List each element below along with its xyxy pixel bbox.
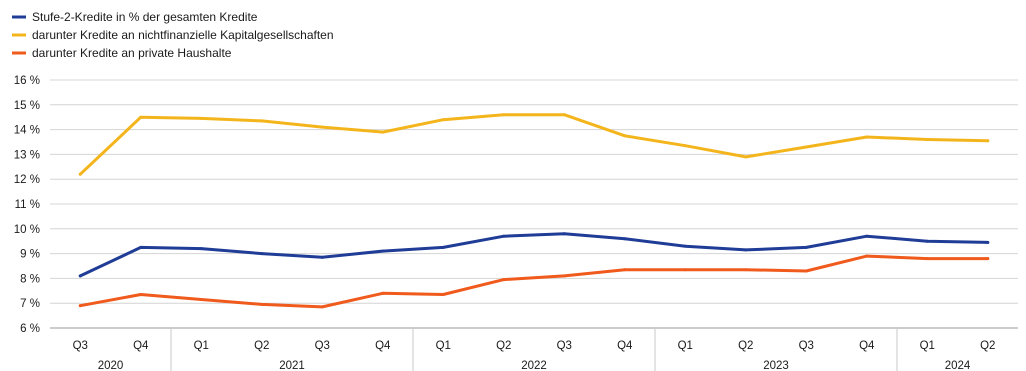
- data-point-series-2: [744, 155, 748, 159]
- data-point-series-1: [78, 274, 82, 278]
- data-point-series-3: [562, 274, 566, 278]
- data-point-series-2: [320, 125, 324, 129]
- data-point-series-1: [441, 245, 445, 249]
- data-point-series-2: [925, 138, 929, 142]
- legend-label-2: darunter Kredite an nichtfinanzielle Kap…: [32, 28, 334, 42]
- x-tick-label: Q1: [436, 340, 451, 352]
- data-point-series-1: [199, 247, 203, 251]
- data-point-series-3: [320, 305, 324, 309]
- data-point-series-3: [986, 257, 990, 261]
- data-point-series-3: [441, 293, 445, 297]
- data-point-series-3: [139, 293, 143, 297]
- data-point-series-3: [683, 268, 687, 272]
- data-point-series-2: [986, 139, 990, 143]
- data-point-series-3: [865, 254, 869, 258]
- data-point-series-2: [804, 145, 808, 149]
- x-tick-label: Q3: [73, 340, 88, 352]
- x-axis: Q3 Q4 Q1 Q2 Q3 Q4 Q1 Q2 Q3 Q4 Q1 Q2 Q3 Q4 Q1 Q2 2020 2021…: [73, 328, 995, 371]
- data-point-series-2: [139, 115, 143, 119]
- year-label: 2020: [98, 360, 124, 371]
- data-point-series-1: [804, 245, 808, 249]
- series-line-1: [78, 232, 990, 278]
- y-tick-label: 12 %: [14, 174, 40, 186]
- data-point-series-1: [623, 237, 627, 241]
- series-line-2: [78, 113, 990, 176]
- legend: Stufe-2-Kredite in % der gesamten Kredit…: [12, 10, 334, 60]
- x-tick-label: Q4: [617, 340, 633, 352]
- data-point-series-3: [925, 257, 929, 261]
- data-point-series-2: [381, 130, 385, 134]
- data-point-series-3: [260, 302, 264, 306]
- y-tick-label: 8 %: [20, 273, 40, 285]
- data-point-series-2: [502, 113, 506, 117]
- data-point-series-2: [441, 118, 445, 122]
- x-tick-label: Q1: [194, 340, 209, 352]
- data-point-series-2: [865, 135, 869, 139]
- x-tick-label: Q4: [375, 340, 391, 352]
- y-tick-label: 6 %: [20, 323, 40, 335]
- year-label: 2021: [279, 360, 305, 371]
- x-tick-label: Q4: [133, 340, 149, 352]
- series-lines: [78, 113, 990, 309]
- legend-label-1: Stufe-2-Kredite in % der gesamten Kredit…: [32, 10, 258, 24]
- data-point-series-2: [260, 119, 264, 123]
- y-axis: 6 % 7 % 8 % 9 % 10 % 11 % 12 % 13 % 14 % 15 % 16 %: [14, 75, 40, 335]
- year-label: 2024: [945, 360, 971, 371]
- data-point-series-3: [744, 268, 748, 272]
- y-tick-label: 9 %: [20, 249, 40, 261]
- x-tick-label: Q2: [496, 340, 511, 352]
- x-tick-label: Q3: [557, 340, 572, 352]
- year-label: 2023: [763, 360, 789, 371]
- data-point-series-1: [260, 252, 264, 256]
- data-point-series-2: [562, 113, 566, 117]
- x-tick-label: Q3: [799, 340, 814, 352]
- data-point-series-1: [744, 248, 748, 252]
- data-point-series-3: [199, 297, 203, 301]
- data-point-series-1: [925, 239, 929, 243]
- x-tick-label: Q4: [859, 340, 875, 352]
- data-point-series-3: [78, 304, 82, 308]
- data-point-series-1: [502, 234, 506, 238]
- data-point-series-1: [139, 245, 143, 249]
- year-label: 2022: [521, 360, 547, 371]
- x-tick-label: Q2: [254, 340, 269, 352]
- x-tick-label: Q1: [678, 340, 693, 352]
- x-tick-label: Q2: [738, 340, 753, 352]
- y-tick-label: 10 %: [14, 224, 40, 236]
- x-tick-label: Q2: [980, 340, 995, 352]
- data-point-series-1: [320, 255, 324, 259]
- data-point-series-1: [683, 244, 687, 248]
- data-point-series-2: [199, 116, 203, 120]
- series-line-3: [78, 254, 990, 309]
- data-point-series-3: [502, 278, 506, 282]
- data-point-series-3: [623, 268, 627, 272]
- data-point-series-2: [683, 144, 687, 148]
- data-point-series-1: [562, 232, 566, 236]
- data-point-series-1: [986, 240, 990, 244]
- data-point-series-1: [865, 234, 869, 238]
- y-tick-label: 7 %: [20, 298, 40, 310]
- y-tick-label: 14 %: [14, 125, 40, 137]
- x-tick-label: Q1: [920, 340, 935, 352]
- data-point-series-2: [78, 172, 82, 176]
- data-point-series-3: [804, 269, 808, 273]
- data-point-series-3: [381, 291, 385, 295]
- y-tick-label: 15 %: [14, 100, 40, 112]
- x-tick-label: Q3: [315, 340, 330, 352]
- y-tick-label: 16 %: [14, 75, 40, 87]
- legend-label-3: darunter Kredite an private Haushalte: [32, 46, 232, 60]
- data-point-series-2: [623, 134, 627, 138]
- data-point-series-1: [381, 249, 385, 253]
- y-tick-label: 11 %: [15, 199, 40, 211]
- y-tick-label: 13 %: [14, 149, 40, 161]
